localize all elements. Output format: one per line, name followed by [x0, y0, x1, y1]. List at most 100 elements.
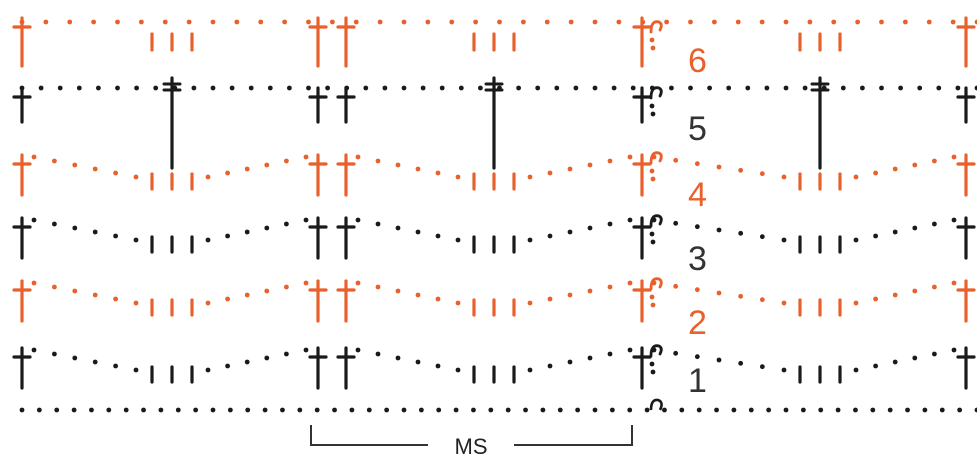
chain-dot [355, 154, 361, 160]
chain-dot [415, 292, 421, 298]
chain-dot [395, 162, 401, 168]
chain-dot [415, 166, 421, 172]
chain-dot [478, 85, 483, 91]
chain-dot [974, 407, 977, 413]
chain-dot [113, 170, 118, 176]
chain-dot [738, 293, 744, 299]
chain-dot [592, 85, 598, 91]
chain-dot [473, 19, 479, 25]
row-number-6: 6 [688, 42, 707, 80]
chain-dot [873, 296, 878, 302]
chain-dot [89, 407, 94, 413]
chain-dot [951, 217, 957, 223]
chain-dot [694, 287, 700, 293]
chain-dot [43, 19, 49, 25]
chain-dot [162, 19, 168, 25]
chain-dot [926, 19, 932, 25]
chain-dot [853, 237, 859, 243]
chain-dot [258, 19, 264, 25]
chain-dot [745, 85, 751, 91]
chain-dot [375, 284, 381, 290]
chain-dot [72, 355, 78, 361]
chain-dot [303, 347, 309, 353]
chain-dot [567, 359, 573, 365]
chain-dot [19, 19, 25, 25]
chain-dot [284, 158, 289, 164]
multiple-stitch-bracket: MS [310, 425, 633, 456]
chain-dot [783, 19, 789, 25]
chain-dot [225, 233, 231, 239]
chain-dot [609, 407, 615, 413]
chain-dot [439, 85, 445, 91]
chain-dot [244, 229, 250, 235]
chain-dot [363, 85, 369, 91]
chain-dot [630, 85, 636, 91]
chain-dot [349, 407, 355, 413]
chain-dot [892, 229, 898, 235]
chain-dot [355, 217, 361, 223]
chain-dot [759, 297, 765, 303]
chain-dot [92, 359, 98, 365]
chain-dot [902, 19, 908, 25]
chain-dot [759, 171, 765, 177]
chain-dot [303, 280, 309, 286]
chain-dot [783, 407, 789, 413]
chain-dot [133, 174, 139, 180]
chain-dot [898, 85, 903, 91]
chain-dot [974, 85, 977, 91]
chain-dot [244, 166, 250, 172]
chain-dot [870, 407, 876, 413]
chain-dot [673, 157, 679, 163]
chain-dot [587, 225, 593, 231]
chain-dot [873, 233, 878, 239]
chain-dot [375, 221, 381, 227]
chain-dot [329, 19, 335, 25]
chain-dot [31, 280, 37, 286]
chain-dot [821, 85, 827, 91]
chain-dot [314, 407, 320, 413]
chain-dot [52, 284, 57, 290]
chain-dot [627, 217, 633, 223]
chain-dot [113, 233, 118, 239]
chain-dot [649, 168, 655, 174]
chain-dot [395, 225, 401, 231]
chain-dot [384, 407, 390, 413]
chain-dot [205, 174, 211, 180]
chain-dot [31, 217, 37, 223]
chain-dot [497, 19, 502, 25]
chain-dot [375, 158, 381, 164]
chain-dot [650, 176, 656, 182]
chain-dot [395, 355, 401, 361]
chain-dot [31, 347, 37, 353]
chain-dot [714, 407, 719, 413]
chain-dot [435, 233, 441, 239]
chain-dot [592, 19, 598, 25]
chain-dot [748, 407, 754, 413]
chain-dot [205, 367, 211, 373]
chain-dot [306, 85, 311, 91]
chain-dot [52, 221, 57, 227]
chain-dot [764, 85, 770, 91]
chain-dot [950, 19, 956, 25]
chain-dot [716, 357, 722, 363]
chain-dot [853, 367, 859, 373]
chain-dot [567, 292, 573, 298]
chain-dot [932, 158, 937, 164]
chain-dot [210, 19, 216, 25]
chain-dot [694, 224, 700, 230]
chain-dot [19, 85, 25, 91]
chain-dot [282, 19, 288, 25]
chain-dot [547, 363, 553, 369]
chain-dot [936, 85, 942, 91]
chain-dot [106, 407, 112, 413]
bracket-line-left [310, 425, 428, 446]
chain-dot [267, 85, 273, 91]
chain-dot [527, 300, 533, 306]
row-number-1: 1 [688, 362, 707, 400]
chain-dot [244, 359, 250, 365]
row-number-3: 3 [688, 240, 707, 278]
chain-dot [284, 221, 289, 227]
chain-dot [535, 85, 541, 91]
chain-dot [547, 296, 553, 302]
chain-dot [627, 154, 633, 160]
